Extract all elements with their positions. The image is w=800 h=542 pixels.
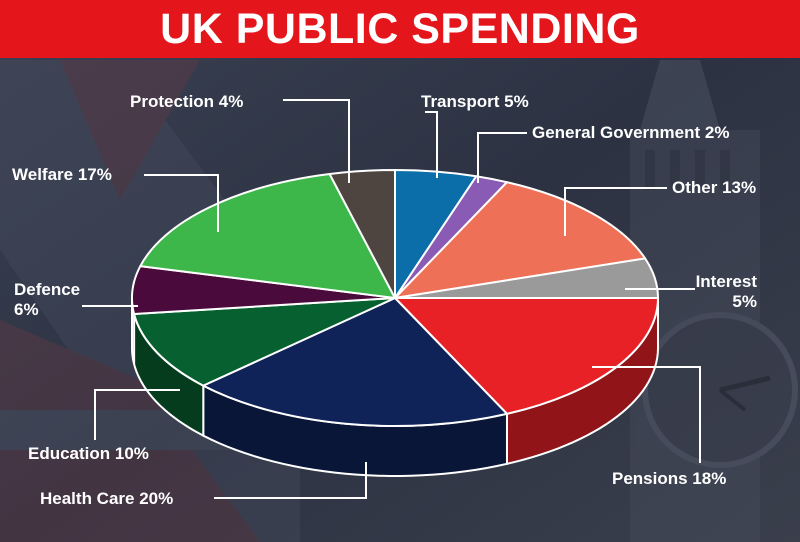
pie-slice-protection bbox=[328, 169, 396, 299]
pie-slice-welfare bbox=[139, 173, 396, 299]
title-bar: UK PUBLIC SPENDING bbox=[0, 0, 800, 58]
slice-label-defence: Defence 6% bbox=[14, 280, 80, 319]
pie-slice-other bbox=[394, 181, 647, 299]
pie-slice-education bbox=[133, 297, 396, 387]
slice-label-transport: Transport 5% bbox=[421, 92, 529, 111]
slice-label-protection: Protection 4% bbox=[130, 92, 243, 111]
leader-line-other bbox=[564, 187, 667, 236]
chart-title: UK PUBLIC SPENDING bbox=[160, 4, 640, 53]
slice-labels: Transport 5%General Government 2% Other 1… bbox=[12, 92, 757, 508]
leader-lines bbox=[82, 99, 701, 499]
leader-line-education bbox=[94, 389, 180, 440]
leader-line-welfare bbox=[144, 174, 219, 232]
slice-label-education: Education 10% bbox=[28, 444, 149, 463]
slice-label-other: Other 13% bbox=[672, 178, 756, 197]
slice-label-interest: Interest 5% bbox=[696, 272, 758, 311]
slice-label-welfare: Welfare 17% bbox=[12, 165, 112, 184]
slice-label-health-care: Health Care 20% bbox=[40, 489, 173, 508]
leader-line-transport bbox=[425, 111, 438, 178]
leader-line-health-care bbox=[214, 462, 367, 499]
slice-label-general-government: General Government 2% bbox=[532, 123, 729, 142]
leader-line-protection bbox=[283, 99, 350, 183]
slice-label-pensions: Pensions 18% bbox=[612, 469, 726, 488]
leader-line-pensions bbox=[592, 366, 701, 463]
pie-slices bbox=[131, 169, 659, 427]
big-ben-tower-shape bbox=[630, 60, 798, 542]
leader-line-general-government bbox=[477, 132, 527, 183]
pie-slice-health-care bbox=[202, 297, 508, 427]
